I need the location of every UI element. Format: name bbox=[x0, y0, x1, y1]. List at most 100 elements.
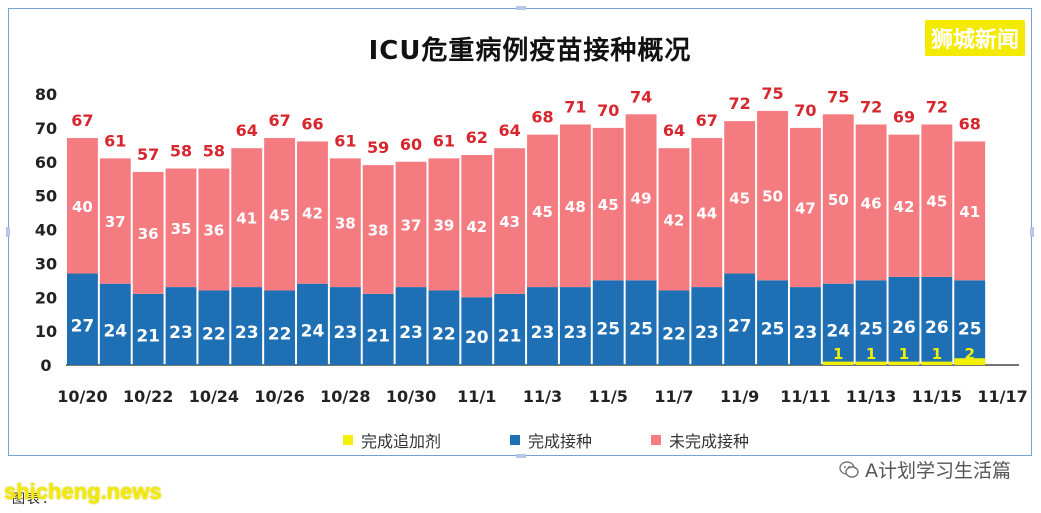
data-label-vaccinated: 27 bbox=[71, 316, 95, 336]
legend-swatch-vaccinated bbox=[510, 435, 520, 445]
bar-unvaccinated bbox=[888, 134, 920, 277]
data-label-vaccinated: 24 bbox=[301, 321, 325, 341]
bar-unvaccinated bbox=[132, 171, 164, 294]
data-label-total: 75 bbox=[761, 84, 783, 103]
data-label-vaccinated: 22 bbox=[202, 325, 226, 345]
legend-swatch-booster bbox=[343, 435, 353, 445]
data-label-total: 66 bbox=[301, 114, 323, 133]
bar-vaccinated bbox=[494, 293, 526, 365]
bar-vaccinated bbox=[132, 293, 164, 365]
x-tick-label: 11/7 bbox=[654, 387, 693, 406]
bar-vaccinated bbox=[757, 280, 788, 365]
data-label-unvaccinated: 42 bbox=[894, 198, 915, 216]
bar-vaccinated bbox=[527, 287, 558, 365]
legend-label-vaccinated: 完成接种 bbox=[528, 432, 593, 451]
bar-vaccinated bbox=[329, 287, 361, 365]
bar-unvaccinated bbox=[527, 134, 558, 288]
bar-unvaccinated bbox=[329, 158, 361, 288]
legend-label-booster: 完成追加剂 bbox=[361, 432, 442, 451]
data-label-booster: 1 bbox=[899, 345, 909, 363]
data-label-total: 57 bbox=[137, 145, 159, 164]
bar-vaccinated bbox=[559, 287, 591, 365]
data-label-vaccinated: 20 bbox=[465, 328, 489, 348]
bar-vaccinated bbox=[297, 283, 328, 365]
data-label-booster: 2 bbox=[964, 345, 974, 363]
bar-unvaccinated bbox=[428, 158, 460, 291]
bar-vaccinated bbox=[921, 276, 953, 365]
data-label-unvaccinated: 36 bbox=[138, 225, 159, 243]
resize-handle-right[interactable] bbox=[1030, 227, 1034, 237]
data-label-unvaccinated: 47 bbox=[795, 199, 816, 217]
data-label-total: 58 bbox=[170, 142, 192, 161]
data-label-unvaccinated: 50 bbox=[828, 191, 849, 209]
wechat-account-name: A计划学习生活篇 bbox=[865, 460, 1011, 482]
data-label-vaccinated: 26 bbox=[892, 318, 916, 338]
x-tick-label: 11/13 bbox=[846, 387, 896, 406]
bar-unvaccinated bbox=[66, 138, 98, 274]
data-label-vaccinated: 25 bbox=[629, 320, 653, 340]
wechat-icon bbox=[839, 460, 859, 478]
x-tick-label: 10/20 bbox=[57, 387, 107, 406]
chart-legend: 完成追加剂 完成接种 未完成接种 bbox=[0, 428, 1041, 452]
x-tick-label: 10/28 bbox=[320, 387, 370, 406]
bar-vaccinated bbox=[789, 287, 821, 365]
bar-unvaccinated bbox=[691, 138, 723, 288]
x-tick-label: 10/26 bbox=[254, 387, 304, 406]
bar-unvaccinated bbox=[954, 141, 986, 281]
data-label-total: 71 bbox=[564, 97, 586, 116]
data-label-unvaccinated: 41 bbox=[959, 203, 980, 221]
resize-handle-top[interactable] bbox=[516, 6, 526, 10]
bar-vaccinated bbox=[691, 287, 723, 365]
bar-vaccinated bbox=[658, 290, 690, 365]
bar-unvaccinated bbox=[99, 158, 131, 284]
legend-item-vaccinated: 完成接种 bbox=[510, 428, 592, 452]
y-tick-label: 50 bbox=[35, 187, 57, 206]
data-label-vaccinated: 26 bbox=[925, 318, 949, 338]
y-tick-label: 40 bbox=[35, 221, 57, 240]
y-tick-label: 70 bbox=[35, 119, 57, 138]
bar-booster bbox=[822, 361, 854, 365]
wechat-account-label: A计划学习生活篇 bbox=[839, 456, 1011, 483]
data-label-vaccinated: 27 bbox=[728, 316, 752, 336]
bar-unvaccinated bbox=[165, 168, 197, 288]
data-label-unvaccinated: 42 bbox=[466, 218, 487, 236]
data-label-vaccinated: 25 bbox=[958, 320, 982, 340]
bar-vaccinated bbox=[954, 280, 986, 365]
resize-handle-left[interactable] bbox=[6, 227, 10, 237]
y-tick-label: 80 bbox=[35, 85, 57, 104]
x-tick-label: 11/17 bbox=[977, 387, 1027, 406]
data-label-total: 72 bbox=[926, 97, 948, 116]
x-tick-label: 11/15 bbox=[912, 387, 962, 406]
data-label-unvaccinated: 42 bbox=[302, 205, 323, 223]
bar-unvaccinated bbox=[559, 124, 591, 288]
data-label-unvaccinated: 38 bbox=[368, 222, 389, 240]
y-tick-label: 20 bbox=[35, 288, 57, 307]
bar-unvaccinated bbox=[461, 154, 493, 298]
bar-unvaccinated bbox=[822, 114, 854, 284]
data-label-vaccinated: 23 bbox=[235, 323, 259, 343]
y-tick-label: 0 bbox=[40, 356, 51, 375]
x-tick-label: 10/30 bbox=[386, 387, 436, 406]
data-label-unvaccinated: 44 bbox=[696, 205, 717, 223]
resize-handle-bottom[interactable] bbox=[516, 454, 526, 458]
data-label-total: 64 bbox=[663, 121, 685, 140]
bar-unvaccinated bbox=[297, 141, 328, 284]
y-tick-label: 30 bbox=[35, 254, 57, 273]
data-label-unvaccinated: 43 bbox=[499, 213, 520, 231]
data-label-total: 58 bbox=[203, 142, 225, 161]
data-label-total: 70 bbox=[794, 101, 816, 120]
legend-swatch-unvaccinated bbox=[651, 435, 661, 445]
x-tick-label: 11/9 bbox=[720, 387, 759, 406]
bar-vaccinated bbox=[165, 287, 197, 365]
data-label-unvaccinated: 35 bbox=[171, 220, 192, 238]
data-label-unvaccinated: 45 bbox=[926, 193, 947, 211]
bar-vaccinated bbox=[99, 283, 131, 365]
bar-vaccinated bbox=[264, 290, 296, 365]
data-label-unvaccinated: 37 bbox=[105, 213, 126, 231]
data-label-unvaccinated: 38 bbox=[335, 215, 356, 233]
data-label-vaccinated: 23 bbox=[531, 323, 555, 343]
data-label-vaccinated: 23 bbox=[333, 323, 357, 343]
bar-unvaccinated bbox=[625, 114, 657, 281]
data-label-unvaccinated: 37 bbox=[401, 216, 422, 234]
bar-unvaccinated bbox=[724, 121, 756, 274]
